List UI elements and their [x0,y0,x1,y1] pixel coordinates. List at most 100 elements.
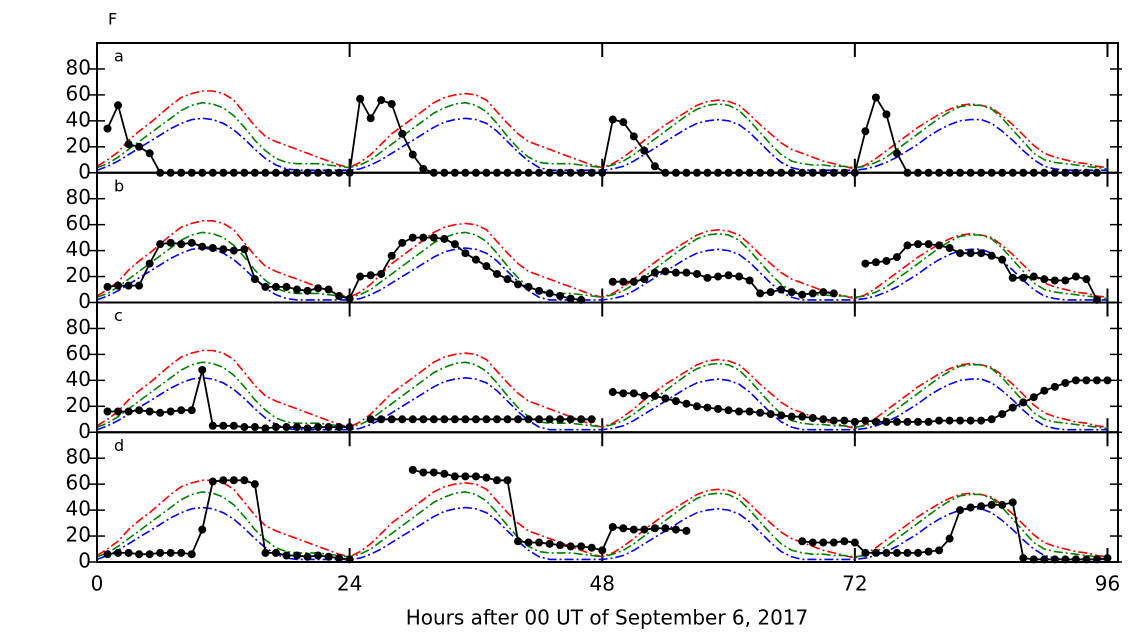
observed-point [250,423,259,432]
y-tick-label: 60 [66,81,91,105]
observed-point [1092,376,1101,385]
observed-point [198,242,207,251]
observed-point [524,282,533,291]
observed-point [440,415,449,424]
observed-point [535,286,544,295]
y-tick-label: 20 [66,393,91,417]
panel-frame [96,42,1119,174]
x-axis-label: Hours after 00 UT of September 6, 2017 [406,606,809,630]
y-tick-label: 20 [66,263,91,287]
observed-point [998,500,1007,509]
observed-point [714,404,723,413]
observed-point [292,285,301,294]
chart-title: F [108,10,117,29]
y-tick-label: 20 [66,523,91,547]
observed-point [840,537,849,546]
observed-point [1040,386,1049,395]
observed-point [482,473,491,482]
observed-point [545,539,554,548]
observed-point [103,550,112,559]
observed-point [777,285,786,294]
y-tick-label: 40 [66,367,91,391]
y-tick-label: 80 [66,315,91,339]
observed-point [619,118,628,127]
observed-point [356,94,365,103]
panel-frame [96,171,1119,304]
observed-point [629,132,638,141]
observed-point [545,289,554,298]
observed-point [640,146,649,155]
observed-point [966,249,975,258]
observed-point [903,241,912,250]
observed-point [650,268,659,277]
observed-point [735,272,744,281]
x-tick-label: 72 [842,572,867,596]
observed-point [114,407,123,416]
observed-point [882,548,891,557]
observed-point [871,417,880,426]
observed-point [282,282,291,291]
observed-point [977,416,986,425]
observed-point [292,551,301,560]
observed-point [229,246,238,255]
observed-point [671,525,680,534]
observed-point [145,259,154,268]
observed-point [103,407,112,416]
observed-point [956,416,965,425]
model-line [96,479,1108,559]
observed-point [1061,378,1070,387]
observed-point [535,538,544,547]
observed-point [619,389,628,398]
observed-point [1029,393,1038,402]
observed-point [977,249,986,258]
observed-point [661,394,670,403]
observed-point [871,258,880,267]
observed-point [777,411,786,420]
observed-point [366,271,375,280]
observed-point [514,537,523,546]
observed-point [461,415,470,424]
observed-point [808,413,817,422]
observed-point [703,273,712,282]
observed-point [156,408,165,417]
observed-point [471,472,480,481]
observed-point [608,388,617,397]
observed-point [1103,554,1112,563]
observed-point [882,417,891,426]
observed-point [335,423,344,432]
observed-point [756,408,765,417]
observed-point [187,406,196,415]
observed-point [577,542,586,551]
observed-point [587,543,596,552]
observed-point [766,410,775,419]
y-tick-label: 0 [78,419,91,443]
observed-point [187,238,196,247]
observed-point [871,548,880,557]
observed-point [135,142,144,151]
observed-point [892,253,901,262]
observed-point [556,292,565,301]
observed-point [324,552,333,561]
observed-point [282,551,291,560]
observed-point [577,415,586,424]
observed-point [124,140,133,149]
observed-point [850,538,859,547]
observed-point [250,275,259,284]
observed-point [692,269,701,278]
observed-point [408,415,417,424]
observed-point [398,415,407,424]
observed-point [661,267,670,276]
model-line [96,361,1108,430]
observed-point [429,468,438,477]
model-line [96,376,1108,431]
observed-point [987,251,996,260]
observed-point [566,542,575,551]
observed-point [914,417,923,426]
observed-point [156,548,165,557]
observed-point [345,423,354,432]
observed-point [861,416,870,425]
observed-point [766,288,775,297]
observed-point [145,550,154,559]
observed-point [1050,276,1059,285]
